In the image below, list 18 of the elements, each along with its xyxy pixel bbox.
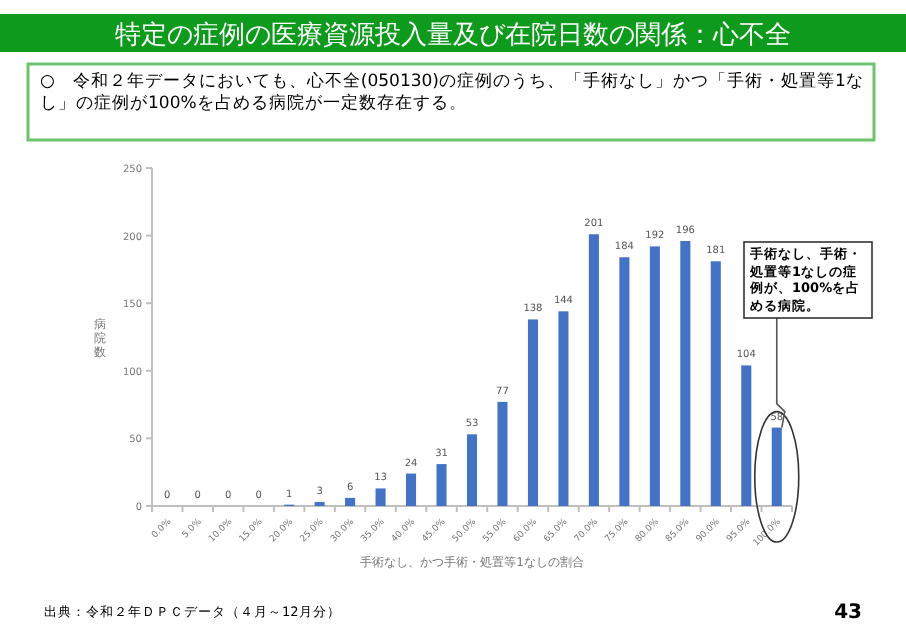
bar [771,427,782,506]
bar [527,319,538,506]
bar [436,464,447,506]
bar [497,401,508,506]
bar [588,234,599,506]
bar [741,365,752,506]
bar [375,488,386,506]
text: 43 [834,602,863,624]
chart-subtitle: ○ 令和２年データにおいても、心不全(050130)の症例のうち、「手術なし」かつ「手術・処置等1なし」の症例が100%を占める病院が一定数存在する。 [40,72,864,116]
bar [466,434,478,506]
chart-title: 特定の症例の医療資源投入量及び在院日数の関係：心不全 [115,19,791,51]
bar [619,257,630,506]
bar [406,473,417,506]
bar [345,497,356,506]
bar [710,261,721,506]
bar [649,246,660,506]
bar [680,241,691,506]
bar [558,311,569,506]
